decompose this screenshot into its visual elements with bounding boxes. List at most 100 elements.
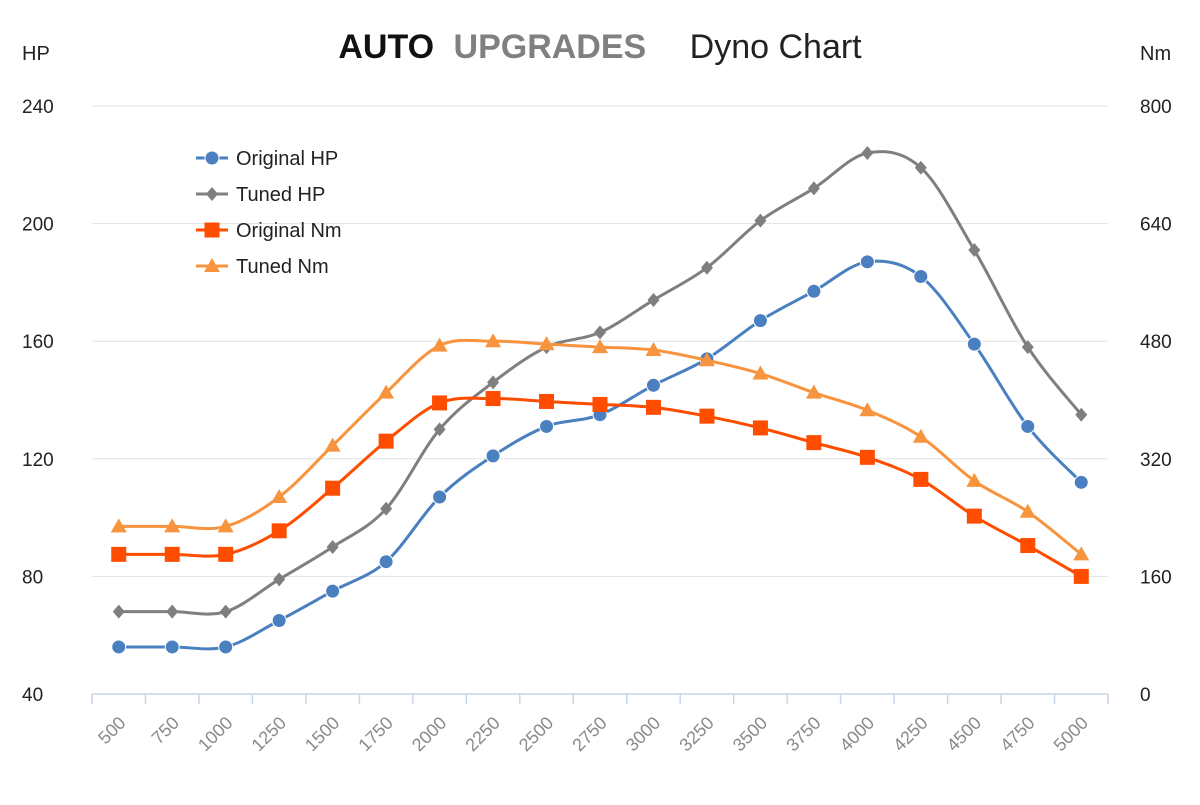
series-lines	[110, 146, 1090, 655]
data-point	[645, 377, 661, 393]
data-point	[806, 283, 822, 299]
data-point	[645, 399, 661, 415]
x-tick-label: 1250	[248, 713, 290, 755]
data-point	[1073, 546, 1090, 561]
data-point	[966, 472, 983, 487]
x-tick-label: 5000	[1050, 713, 1092, 755]
data-point	[1073, 474, 1089, 490]
data-point	[1075, 407, 1088, 422]
data-point	[325, 583, 341, 599]
legend-marker	[204, 150, 220, 166]
x-tick-label: 1000	[194, 713, 236, 755]
data-point	[912, 428, 929, 443]
x-tick-label: 2500	[515, 713, 557, 755]
x-tick-label: 3750	[782, 713, 824, 755]
data-point	[539, 393, 555, 409]
data-point	[378, 433, 394, 449]
data-point	[968, 243, 981, 258]
data-point	[271, 613, 287, 628]
data-point	[859, 402, 876, 417]
legend-label: Original Nm	[236, 220, 342, 242]
data-point	[433, 422, 446, 437]
data-point	[326, 540, 339, 554]
series-tuned-nm	[110, 333, 1090, 561]
left-tick-label: 240	[22, 97, 54, 118]
data-point	[164, 639, 180, 655]
x-tick-label: 3500	[729, 713, 771, 755]
series-tuned-hp	[112, 146, 1088, 619]
data-point	[166, 604, 179, 619]
right-tick-label: 160	[1140, 567, 1172, 588]
x-tick-label: 4000	[836, 713, 878, 755]
x-tick-label: 2250	[461, 713, 503, 755]
legend-label: Tuned HP	[236, 184, 325, 206]
data-point	[752, 313, 768, 329]
data-point	[110, 518, 127, 533]
brand-upgrades: UPGRADES	[454, 28, 647, 66]
data-point	[111, 639, 127, 655]
right-tick-label: 640	[1140, 215, 1172, 236]
data-point	[431, 337, 448, 352]
series-original-hp	[111, 254, 1089, 655]
data-point	[594, 325, 606, 340]
x-tick-label: 500	[94, 713, 129, 748]
legend-item: Original Nm	[196, 220, 342, 242]
brand-auto: AUTO	[338, 28, 434, 66]
data-point	[647, 293, 660, 308]
data-point	[485, 448, 501, 464]
data-point	[859, 254, 875, 270]
right-tick-label: 320	[1140, 450, 1172, 471]
data-point	[432, 395, 448, 411]
right-tick-label: 800	[1140, 97, 1172, 118]
data-point	[752, 365, 769, 380]
legend-marker	[206, 187, 218, 201]
data-point	[485, 333, 502, 348]
data-point	[913, 471, 929, 487]
right-tick-label: 0	[1140, 685, 1151, 706]
data-point	[1021, 340, 1034, 355]
data-point	[1019, 503, 1036, 518]
data-point	[966, 336, 982, 352]
data-point	[111, 546, 127, 562]
x-tick-label: 1500	[301, 713, 343, 755]
left-tick-label: 200	[22, 215, 54, 236]
data-point	[1020, 418, 1036, 434]
left-axis-label: HP	[22, 43, 50, 65]
data-point	[324, 437, 341, 452]
data-point	[380, 501, 393, 516]
data-point	[485, 391, 501, 407]
legend-item: Original HP	[196, 148, 338, 170]
data-point	[219, 604, 232, 619]
data-point	[432, 489, 448, 505]
data-point	[218, 639, 234, 655]
legend-marker	[204, 222, 220, 238]
data-point	[164, 518, 181, 533]
data-point	[487, 375, 500, 390]
data-point	[913, 269, 929, 285]
legend-label: Original HP	[236, 148, 338, 170]
title: AUTO UPGRADES Dyno Chart	[338, 28, 862, 66]
x-tick-label: 4250	[889, 713, 931, 755]
legend-marker	[204, 258, 220, 272]
data-point	[218, 546, 234, 562]
data-point	[1073, 568, 1089, 584]
legend-item: Tuned Nm	[196, 256, 329, 278]
data-point	[698, 352, 715, 367]
data-point	[592, 396, 608, 412]
data-point	[914, 160, 927, 175]
data-point	[966, 508, 982, 524]
series-line	[118, 338, 1083, 556]
data-point	[699, 408, 715, 424]
right-axis-label: Nm	[1140, 43, 1171, 65]
data-point	[859, 449, 875, 465]
left-tick-label: 120	[22, 450, 54, 471]
data-point	[1020, 538, 1036, 554]
data-point	[325, 480, 341, 496]
x-tick-label: 3250	[675, 713, 717, 755]
series-original-nm	[111, 391, 1089, 584]
data-point	[539, 418, 555, 434]
data-point	[807, 181, 820, 196]
data-point	[754, 213, 767, 228]
